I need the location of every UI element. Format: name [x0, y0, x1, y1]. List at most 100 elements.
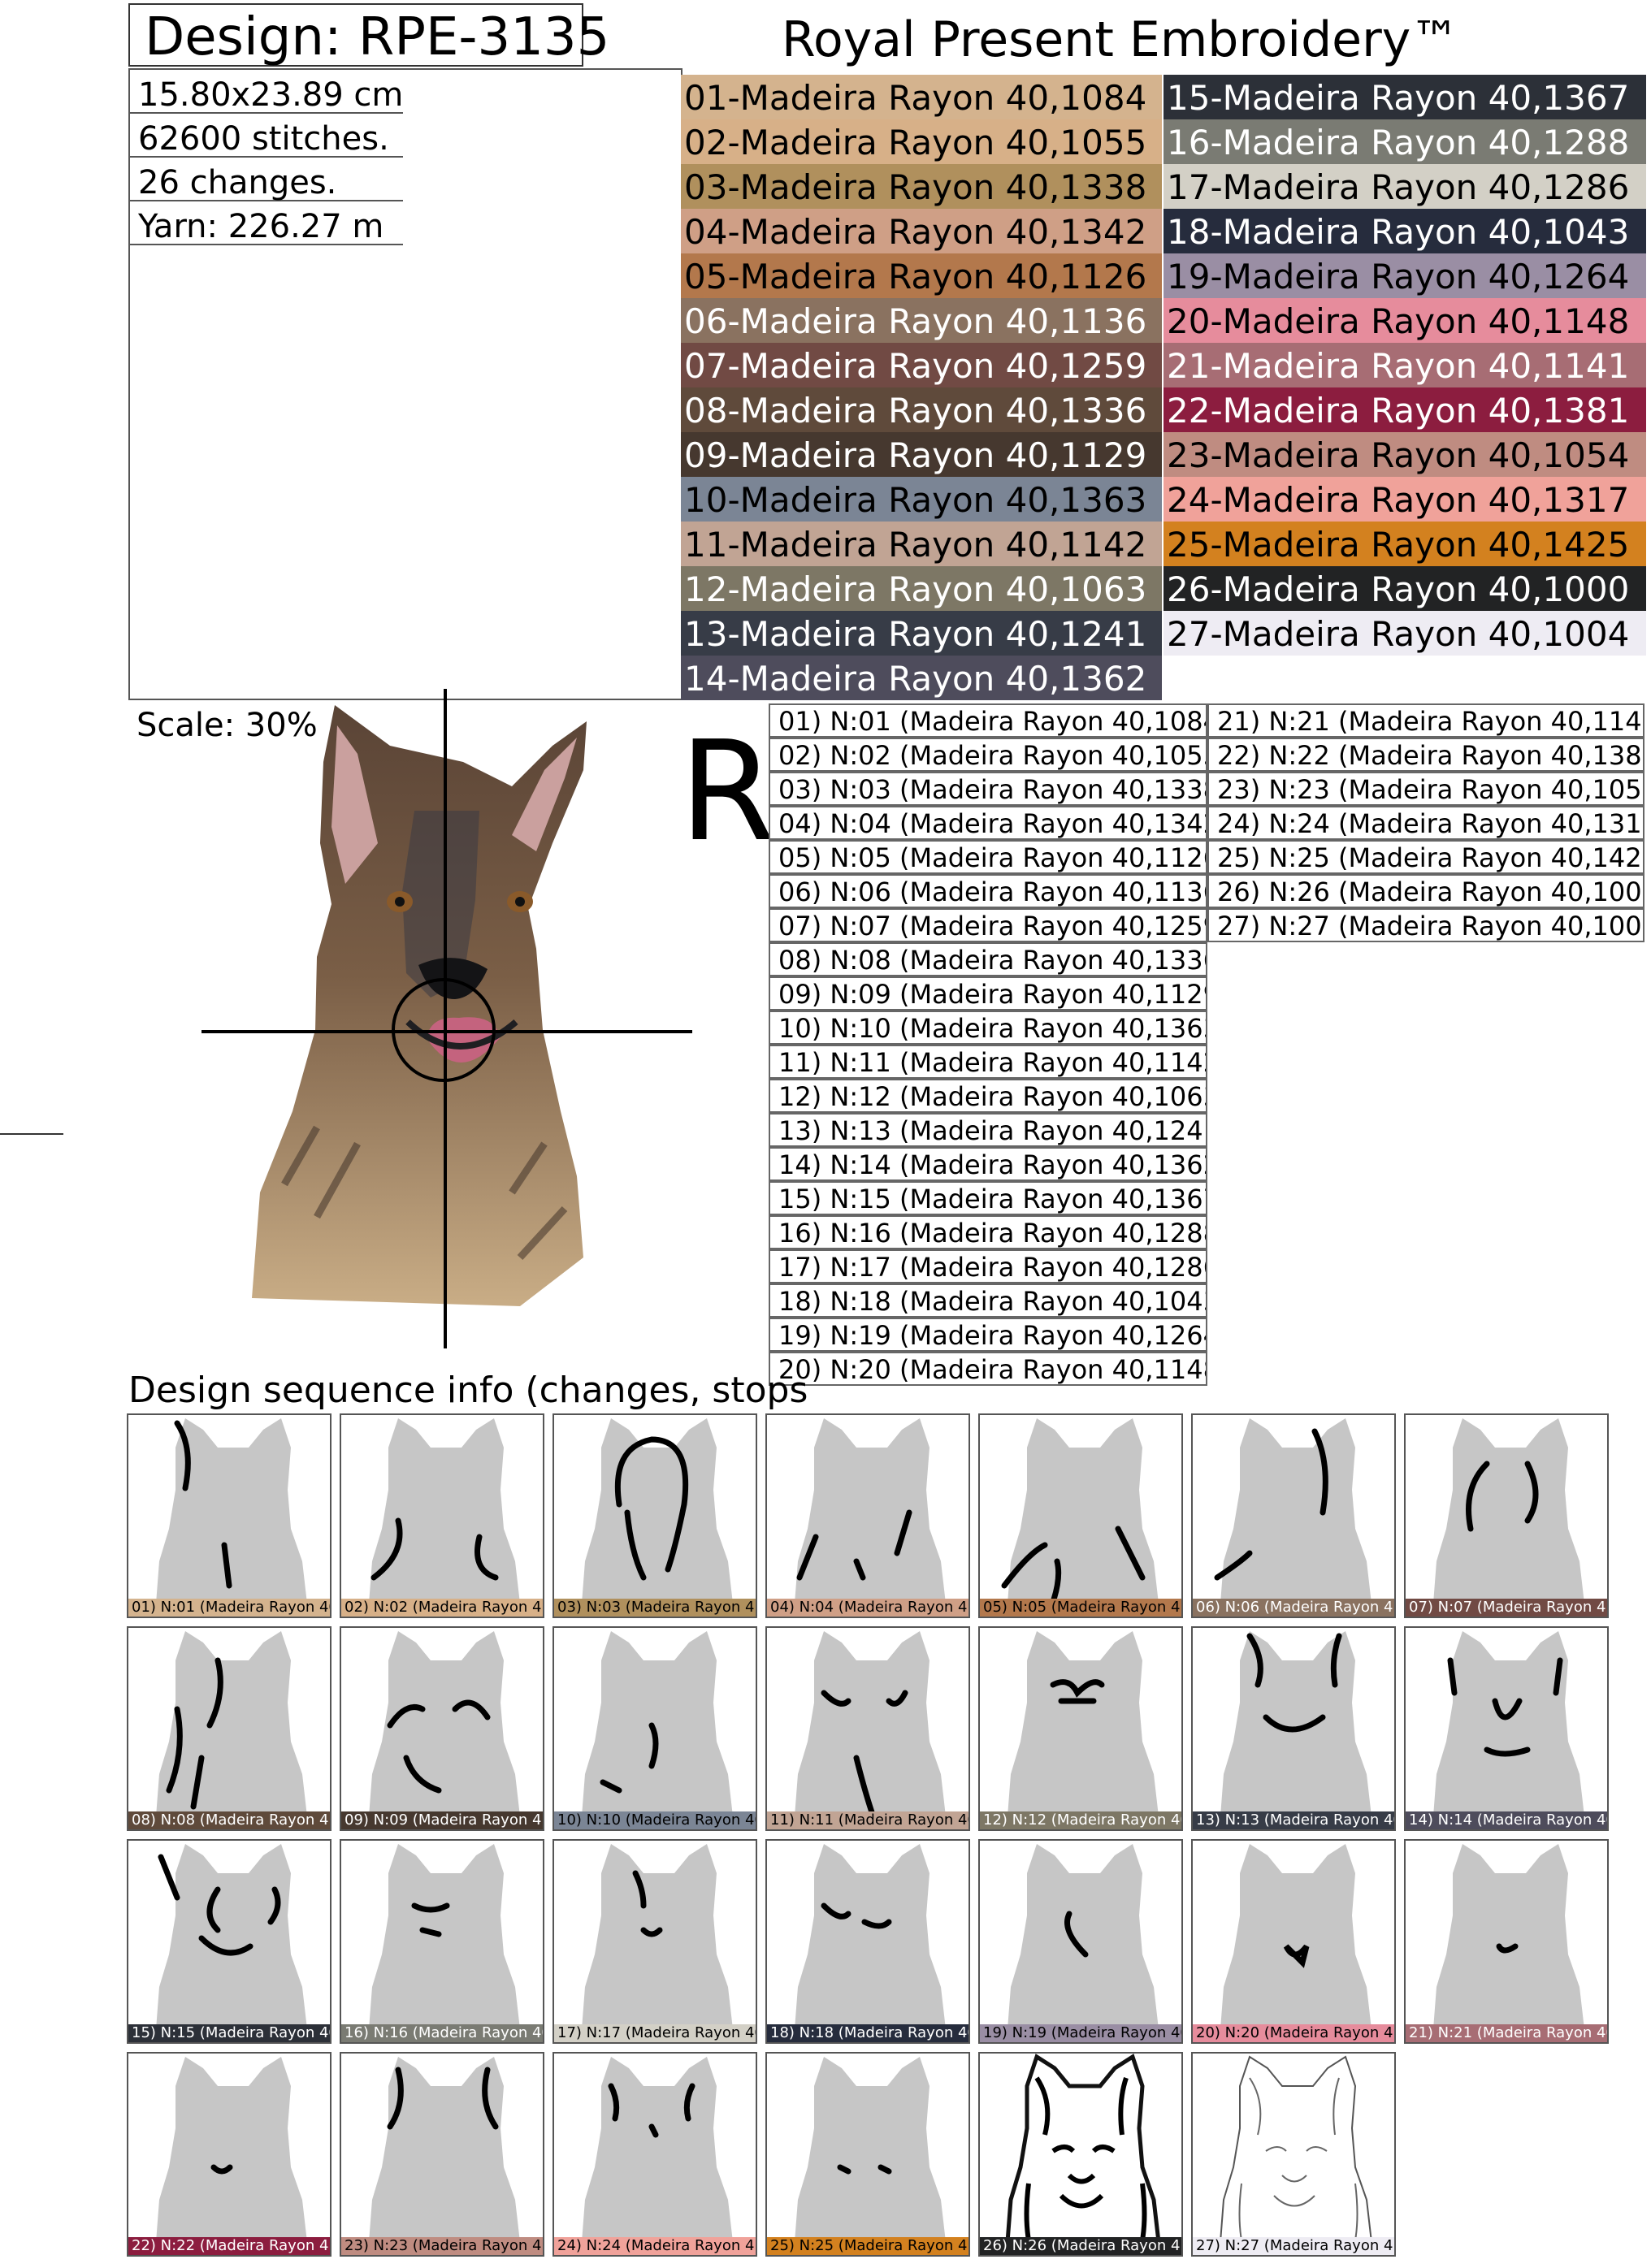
thread-strokes — [1001, 1526, 1146, 1599]
thread-strokes — [1466, 1461, 1539, 1532]
thumbnail-label: 13) N:13 (Madeira Rayon 40 — [1193, 1811, 1394, 1829]
thumbnail-label: 11) N:11 (Madeira Rayon 40, — [767, 1811, 968, 1829]
color-swatch-row: 01-Madeira Rayon 40,1084 — [681, 75, 1162, 119]
orientation-letter: R — [679, 712, 776, 872]
thumbnail-card: 11) N:11 (Madeira Rayon 40, — [765, 1626, 970, 1831]
thumbnail-label: 03) N:03 (Madeira Rayon 4 — [554, 1599, 756, 1617]
color-swatch-row: 19-Madeira Rayon 40,1264 — [1164, 253, 1646, 298]
thumbnail-card: 24) N:24 (Madeira Rayon 4 — [552, 2052, 757, 2257]
sequence-entry: 12) N:12 (Madeira Rayon 40,1063) — [769, 1079, 1207, 1113]
design-title-box — [128, 3, 583, 67]
thumbnail-label: 10) N:10 (Madeira Rayon 40 — [554, 1811, 756, 1829]
sequence-entry: 20) N:20 (Madeira Rayon 40,1148) — [769, 1352, 1207, 1386]
thumbnail-preview — [369, 2057, 520, 2237]
dog-silhouette — [795, 1418, 946, 1599]
thread-strokes — [1214, 1428, 1328, 1581]
color-swatch-row: 21-Madeira Rayon 40,1141 — [1164, 343, 1646, 387]
thumbnail-card: 05) N:05 (Madeira Rayon 4 — [978, 1413, 1183, 1618]
sequence-entry: 10) N:10 (Madeira Rayon 40,1363) — [769, 1011, 1207, 1045]
dog-silhouette — [582, 2057, 733, 2237]
thumbnail-label: 14) N:14 (Madeira Rayon 40 — [1406, 1811, 1607, 1829]
thread-strokes — [614, 1436, 689, 1581]
sequence-entry: 19) N:19 (Madeira Rayon 40,1264) — [769, 1318, 1207, 1352]
thumbnail-preview — [369, 1844, 520, 2024]
thumbnail-label: 06) N:06 (Madeira Rayon 4 — [1193, 1599, 1394, 1617]
dog-outline — [1005, 2054, 1160, 2237]
thread-strokes — [600, 1722, 659, 1794]
thread-strokes — [387, 1699, 491, 1794]
color-swatch-row: 17-Madeira Rayon 40,1286 — [1164, 164, 1646, 209]
dog-detail-lines — [1024, 2076, 1147, 2237]
sequence-entry: 06) N:06 (Madeira Rayon 40,1136) — [769, 874, 1207, 908]
dog-silhouette — [582, 1418, 733, 1599]
thumbnail-label: 05) N:05 (Madeira Rayon 4 — [980, 1599, 1181, 1617]
color-swatch-row: 25-Madeira Rayon 40,1425 — [1164, 522, 1646, 566]
stitch-count: 62600 stitches. — [130, 114, 403, 158]
sequence-heading: Design sequence info (changes, stops — [128, 1370, 808, 1411]
thumbnail-label: 25) N:25 (Madeira Rayon 4 — [767, 2237, 968, 2255]
sequence-entry: 01) N:01 (Madeira Rayon 40,1084) — [769, 703, 1207, 738]
dog-silhouette — [369, 1418, 520, 1599]
color-swatch-row: 14-Madeira Rayon 40,1362 — [681, 656, 1162, 700]
thumbnail-card: 20) N:20 (Madeira Rayon 4 — [1191, 1839, 1396, 2044]
color-swatch-row: 02-Madeira Rayon 40,1055 — [681, 119, 1162, 164]
thumbnail-card: 19) N:19 (Madeira Rayon 40 — [978, 1839, 1183, 2044]
thumbnail-card: 27) N:27 (Madeira Rayon 4 — [1191, 2052, 1396, 2257]
thumbnail-label: 17) N:17 (Madeira Rayon 40 — [554, 2024, 756, 2042]
thumbnail-preview — [1433, 1844, 1584, 2024]
thumbnail-preview — [795, 2057, 946, 2237]
thumbnail-label: 24) N:24 (Madeira Rayon 4 — [554, 2237, 756, 2255]
sequence-entry: 04) N:04 (Madeira Rayon 40,1342) — [769, 806, 1207, 840]
color-swatch-row: 12-Madeira Rayon 40,1063 — [681, 566, 1162, 611]
thumbnail-card: 12) N:12 (Madeira Rayon 40 — [978, 1626, 1183, 1831]
thumbnail-label: 04) N:04 (Madeira Rayon 4 — [767, 1599, 968, 1617]
yarn-length: Yarn: 226.27 m — [130, 201, 403, 245]
thumbnail-preview — [582, 1844, 733, 2024]
thumbnail-card: 07) N:07 (Madeira Rayon 4 — [1404, 1413, 1609, 1618]
thumbnail-preview — [369, 1418, 520, 1599]
dog-silhouette — [1008, 1418, 1159, 1599]
side-marker — [0, 1133, 63, 1135]
dog-silhouette — [795, 2057, 946, 2237]
thumbnail-preview — [1214, 1418, 1372, 1599]
color-swatch-row: 07-Madeira Rayon 40,1259 — [681, 343, 1162, 387]
sequence-entry: 17) N:17 (Madeira Rayon 40,1286) — [769, 1249, 1207, 1283]
color-swatch-row: 23-Madeira Rayon 40,1054 — [1164, 432, 1646, 477]
thumbnail-label: 23) N:23 (Madeira Rayon 4 — [341, 2237, 543, 2255]
thread-strokes — [1064, 1911, 1089, 1958]
color-swatch-row: 04-Madeira Rayon 40,1342 — [681, 209, 1162, 253]
sequence-entry: 14) N:14 (Madeira Rayon 40,1362) — [769, 1147, 1207, 1181]
dog-silhouette — [1008, 1844, 1159, 2024]
thumbnail-card: 15) N:15 (Madeira Rayon 40 — [127, 1839, 332, 2044]
design-preview — [202, 689, 692, 1348]
color-swatch-row: 15-Madeira Rayon 40,1367 — [1164, 75, 1646, 119]
thumbnail-card: 25) N:25 (Madeira Rayon 4 — [765, 2052, 970, 2257]
thumbnail-card: 22) N:22 (Madeira Rayon 4 — [127, 2052, 332, 2257]
sequence-entry: 25) N:25 (Madeira Rayon 40,1425) — [1207, 840, 1644, 874]
sequence-entry: 05) N:05 (Madeira Rayon 40,1126) — [769, 840, 1207, 874]
thumbnail-label: 27) N:27 (Madeira Rayon 4 — [1193, 2237, 1394, 2255]
dog-silhouette — [1433, 1631, 1584, 1811]
thumbnail-label: 22) N:22 (Madeira Rayon 4 — [128, 2237, 330, 2255]
thread-strokes — [796, 1509, 912, 1581]
thread-strokes — [166, 1657, 223, 1810]
sequence-entry: 13) N:13 (Madeira Rayon 40,1241) — [769, 1113, 1207, 1147]
dog-silhouette — [795, 1631, 946, 1811]
dog-silhouette — [1220, 1631, 1372, 1811]
dog-silhouette — [156, 2057, 307, 2237]
thumbnail-label: 09) N:09 (Madeira Rayon 4 — [341, 1811, 543, 1829]
dog-silhouette — [369, 2057, 520, 2237]
thumbnail-label: 18) N:18 (Madeira Rayon 40 — [767, 2024, 968, 2042]
thumbnail-preview — [1008, 1844, 1159, 2024]
thumbnail-preview — [156, 1844, 307, 2024]
thumbnail-preview — [156, 2057, 307, 2237]
thumbnail-card: 21) N:21 (Madeira Rayon 40 — [1404, 1839, 1609, 2044]
thumbnail-label: 16) N:16 (Madeira Rayon 40 — [341, 2024, 543, 2042]
dog-silhouette — [369, 1844, 520, 2024]
sequence-entry: 16) N:16 (Madeira Rayon 40,1288) — [769, 1215, 1207, 1249]
sequence-entry: 08) N:08 (Madeira Rayon 40,1336) — [769, 942, 1207, 976]
thumbnail-preview — [795, 1631, 946, 1811]
color-swatch-row: 06-Madeira Rayon 40,1136 — [681, 298, 1162, 343]
thread-strokes — [174, 1420, 232, 1589]
thumbnail-card: 23) N:23 (Madeira Rayon 4 — [340, 2052, 544, 2257]
